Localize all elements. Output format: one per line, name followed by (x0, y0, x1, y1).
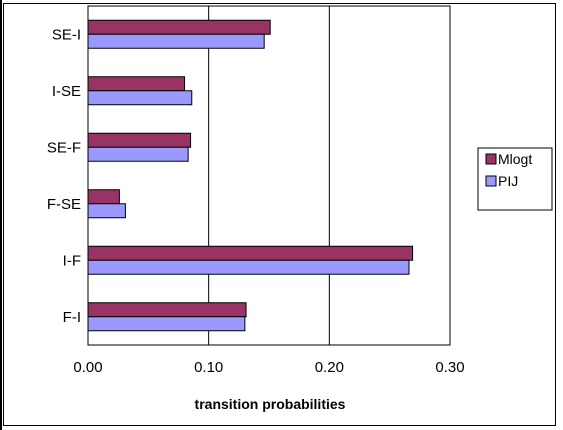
bar-mlogt-f-se (87, 189, 120, 205)
x-tick-label: 0.20 (315, 359, 344, 376)
bar-mlogt-f-i (87, 302, 247, 318)
bars (87, 19, 414, 332)
legend-label: Mlogt (498, 151, 532, 167)
gridlines (208, 6, 330, 345)
bar-pij-se-i (87, 33, 265, 49)
category-labels: SE-I I-SE SE-F F-SE I-F F-I (47, 26, 81, 326)
category-label: I-F (63, 252, 81, 269)
legend-swatch (485, 153, 497, 165)
plot-area (87, 5, 451, 346)
x-tick-label: 0.30 (435, 359, 464, 376)
x-tick-label: 0.00 (73, 359, 102, 376)
x-axis-title: transition probabilities (195, 396, 346, 412)
category-label: I-SE (52, 83, 81, 100)
category-label: F-SE (47, 196, 81, 213)
left-edge-rule (0, 0, 2, 430)
bar-mlogt-se-i (87, 19, 271, 35)
category-label: F-I (63, 309, 81, 326)
bar-pij-i-se (87, 90, 193, 106)
x-tick-labels: 0.00 0.10 0.20 0.30 (73, 359, 464, 376)
category-label: SE-F (47, 139, 81, 156)
legend-swatch (485, 175, 497, 187)
bar-pij-f-se (87, 203, 126, 219)
bar-mlogt-i-se (87, 76, 186, 92)
bar-pij-se-f (87, 146, 189, 162)
legend-label: PIJ (498, 173, 518, 189)
bar-pij-f-i (87, 316, 246, 332)
category-label: SE-I (52, 26, 81, 43)
bar-mlogt-i-f (87, 245, 414, 261)
legend: Mlogt PIJ (477, 147, 553, 211)
bar-mlogt-se-f (87, 132, 192, 148)
bar-pij-i-f (87, 259, 410, 275)
x-tick-label: 0.10 (194, 359, 223, 376)
